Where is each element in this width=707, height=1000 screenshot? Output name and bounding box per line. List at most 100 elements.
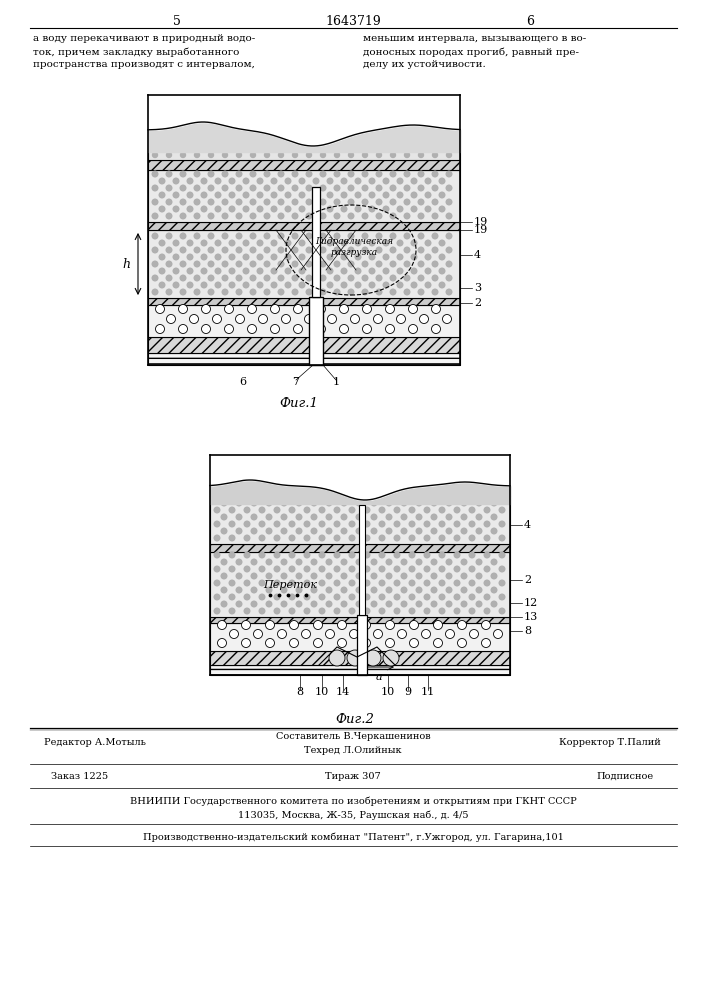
- Circle shape: [264, 289, 270, 295]
- Text: Техред Л.Олийнык: Техред Л.Олийнык: [304, 746, 402, 755]
- Circle shape: [289, 620, 298, 630]
- Circle shape: [425, 178, 431, 184]
- Circle shape: [469, 521, 475, 527]
- Circle shape: [187, 131, 192, 136]
- Circle shape: [320, 138, 325, 143]
- Circle shape: [299, 192, 305, 198]
- Circle shape: [469, 630, 479, 639]
- Circle shape: [395, 507, 399, 513]
- Circle shape: [386, 573, 392, 579]
- Circle shape: [386, 559, 392, 565]
- Circle shape: [271, 254, 277, 260]
- Circle shape: [404, 261, 410, 267]
- Circle shape: [267, 559, 271, 565]
- Circle shape: [267, 500, 271, 506]
- Circle shape: [152, 185, 158, 191]
- Circle shape: [267, 587, 271, 593]
- Circle shape: [439, 535, 445, 541]
- Text: Фиг.1: Фиг.1: [279, 397, 318, 410]
- Circle shape: [306, 289, 312, 295]
- Circle shape: [369, 206, 375, 212]
- Circle shape: [259, 566, 265, 572]
- Bar: [309, 297, 323, 365]
- Text: 8: 8: [296, 687, 303, 697]
- Circle shape: [416, 601, 422, 607]
- Circle shape: [313, 206, 319, 212]
- Circle shape: [326, 559, 332, 565]
- Text: 2: 2: [474, 298, 481, 308]
- Circle shape: [304, 608, 310, 614]
- Circle shape: [439, 282, 445, 288]
- Circle shape: [363, 324, 371, 334]
- Circle shape: [379, 566, 385, 572]
- Circle shape: [271, 206, 277, 212]
- Circle shape: [319, 594, 325, 600]
- Text: 16: 16: [155, 97, 169, 107]
- Circle shape: [425, 240, 431, 246]
- Circle shape: [187, 282, 193, 288]
- Bar: [359, 505, 365, 615]
- Circle shape: [341, 587, 347, 593]
- Circle shape: [376, 261, 382, 267]
- Circle shape: [356, 528, 362, 534]
- Circle shape: [214, 580, 220, 586]
- Circle shape: [491, 601, 497, 607]
- Circle shape: [416, 514, 422, 520]
- Circle shape: [337, 620, 346, 630]
- Circle shape: [386, 500, 392, 506]
- Circle shape: [320, 261, 326, 267]
- Circle shape: [431, 514, 437, 520]
- Circle shape: [292, 185, 298, 191]
- Circle shape: [296, 559, 302, 565]
- Circle shape: [390, 138, 395, 143]
- Circle shape: [477, 601, 481, 607]
- Circle shape: [401, 587, 407, 593]
- Circle shape: [300, 145, 305, 150]
- Circle shape: [457, 639, 467, 648]
- Circle shape: [395, 580, 399, 586]
- Circle shape: [349, 171, 354, 177]
- Circle shape: [327, 268, 333, 274]
- Circle shape: [271, 178, 277, 184]
- Circle shape: [390, 233, 396, 239]
- Circle shape: [285, 254, 291, 260]
- Circle shape: [349, 566, 355, 572]
- Circle shape: [214, 535, 220, 541]
- Circle shape: [491, 528, 497, 534]
- Bar: [210, 496, 510, 544]
- Circle shape: [313, 254, 319, 260]
- Circle shape: [432, 247, 438, 253]
- Circle shape: [404, 152, 409, 157]
- Circle shape: [229, 507, 235, 513]
- Circle shape: [214, 566, 220, 572]
- Circle shape: [180, 213, 186, 219]
- Circle shape: [327, 192, 333, 198]
- Circle shape: [425, 268, 431, 274]
- Circle shape: [167, 152, 172, 157]
- Circle shape: [337, 639, 346, 648]
- Circle shape: [208, 185, 214, 191]
- Circle shape: [327, 178, 333, 184]
- Circle shape: [214, 521, 220, 527]
- Circle shape: [431, 500, 437, 506]
- Circle shape: [469, 507, 475, 513]
- Circle shape: [439, 507, 445, 513]
- Circle shape: [306, 199, 312, 205]
- Circle shape: [376, 171, 382, 177]
- Circle shape: [355, 192, 361, 198]
- Circle shape: [194, 233, 200, 239]
- Circle shape: [201, 192, 207, 198]
- Circle shape: [376, 185, 382, 191]
- Circle shape: [244, 552, 250, 558]
- Circle shape: [362, 185, 368, 191]
- Circle shape: [356, 601, 362, 607]
- Circle shape: [347, 650, 363, 666]
- Circle shape: [409, 304, 418, 314]
- Circle shape: [292, 289, 298, 295]
- Circle shape: [286, 131, 291, 136]
- Circle shape: [477, 559, 481, 565]
- Circle shape: [278, 185, 284, 191]
- Circle shape: [484, 507, 490, 513]
- Circle shape: [320, 213, 326, 219]
- Circle shape: [243, 282, 249, 288]
